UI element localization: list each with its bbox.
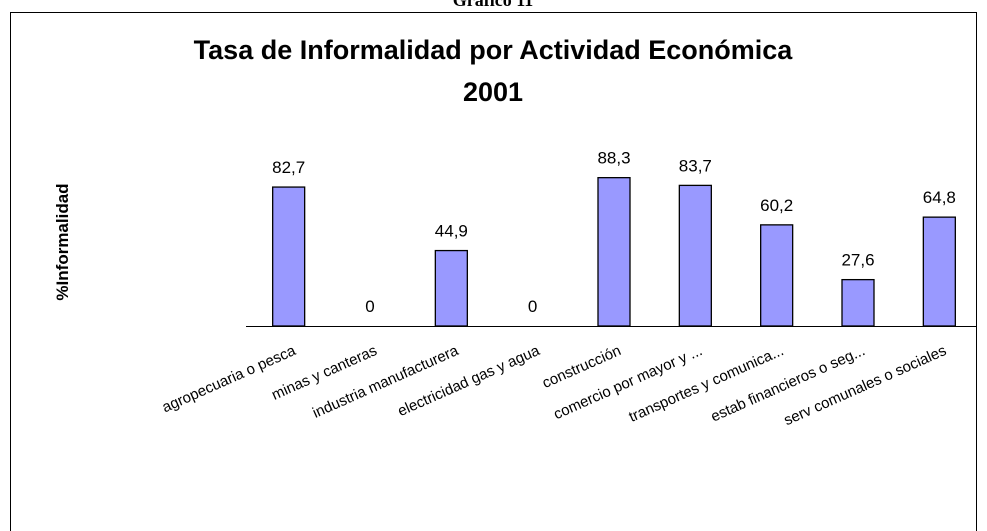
chart-frame — [10, 12, 977, 531]
bar — [678, 184, 712, 327]
data-label: 82,7 — [272, 158, 305, 177]
data-label: 0 — [365, 297, 374, 316]
data-label: 88,3 — [597, 149, 630, 168]
data-label: 60,2 — [760, 196, 793, 215]
y-axis-label: %Informalidad — [53, 183, 72, 300]
bar — [760, 224, 794, 327]
data-label: 44,9 — [435, 222, 468, 241]
bar — [272, 186, 306, 327]
bar — [922, 216, 956, 327]
data-label: 27,6 — [841, 251, 874, 270]
data-label: 83,7 — [679, 156, 712, 175]
chart-title: Tasa de Informalidad por Actividad Econó… — [194, 35, 794, 65]
chart-subtitle: 2001 — [463, 77, 523, 107]
bar — [597, 177, 631, 327]
bar — [434, 249, 468, 327]
page-header: Gráfico 11 — [453, 0, 533, 10]
data-label: 0 — [528, 297, 537, 316]
data-label: 64,8 — [923, 188, 956, 207]
bar — [841, 278, 875, 327]
